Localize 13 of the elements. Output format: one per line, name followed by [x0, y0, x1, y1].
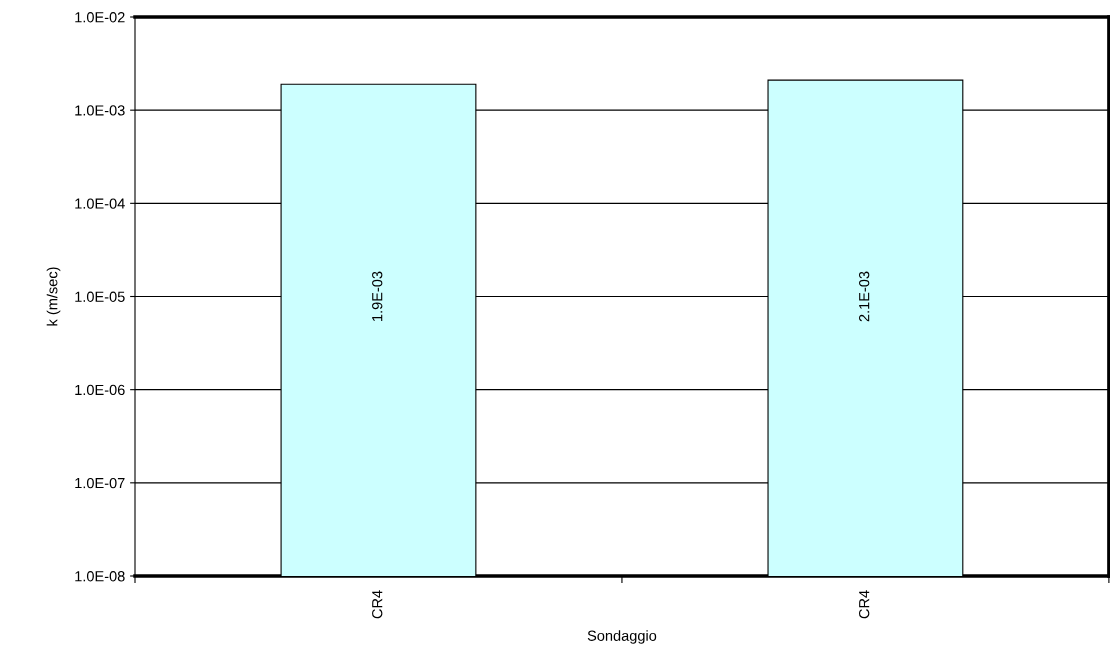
y-tick-label: 1.0E-04	[75, 198, 125, 209]
y-tick-label: 1.0E-06	[75, 384, 125, 396]
y-tick-label: 1.0E-08	[75, 571, 125, 582]
y-tick-label: 1.0E-07	[75, 477, 125, 489]
x-tick-label: CR4	[859, 590, 870, 619]
x-tick-label: CR4	[372, 590, 383, 619]
x-axis-title: Sondaggio	[587, 630, 657, 644]
data-label: 2.1E-03	[859, 271, 870, 322]
y-tick-label: 1.0E-03	[75, 105, 125, 116]
y-tick-label: 1.0E-02	[75, 12, 125, 23]
y-tick-label: 1.0E-05	[75, 291, 125, 302]
y-axis-title: k (m/sec)	[46, 267, 61, 326]
data-label: 1.9E-03	[372, 271, 383, 321]
